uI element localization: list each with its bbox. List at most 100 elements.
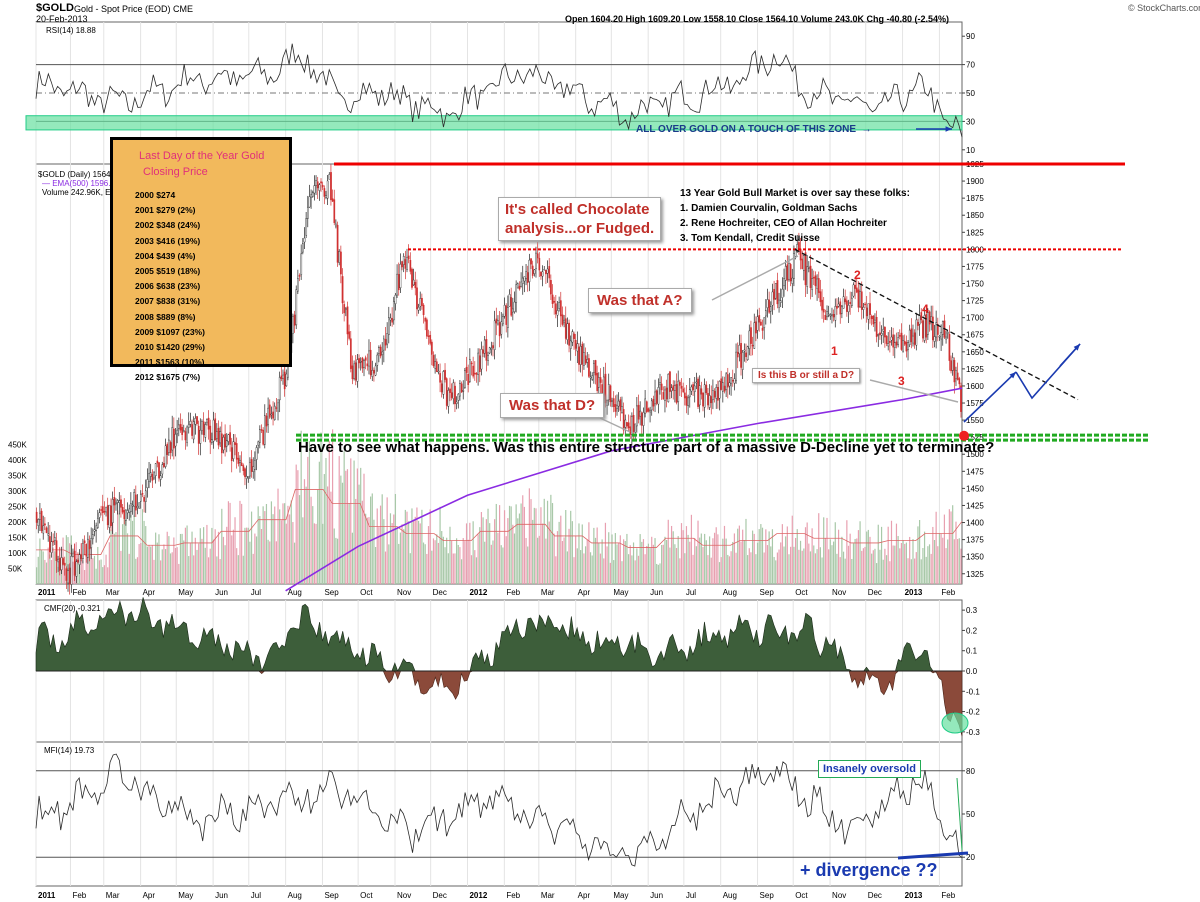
candle-body [239, 459, 241, 463]
candle-body [459, 383, 461, 397]
candle-body [467, 374, 470, 385]
volume-bar [465, 523, 468, 584]
candle-body [371, 370, 374, 377]
candle-body [566, 323, 569, 340]
candle-body [220, 433, 223, 454]
volume-bar [636, 548, 638, 584]
volume-bar [426, 553, 428, 584]
year-end-entry: 2012 $1675 (7%) [135, 372, 201, 383]
volume-bar [391, 523, 393, 584]
volume-bar [348, 503, 350, 584]
rsi-tick-label: 50 [966, 89, 975, 98]
candle-body [497, 320, 499, 325]
candle-body [960, 385, 962, 412]
candle-body [530, 258, 532, 265]
candle-body [149, 472, 152, 477]
volume-bar [267, 539, 269, 584]
volume-bar [601, 539, 603, 584]
price-tick-label: 1500 [966, 450, 984, 459]
candle-body [540, 271, 542, 277]
candle-body [915, 319, 918, 346]
candle-body [763, 317, 766, 329]
volume-bar [320, 432, 322, 584]
candle-body [120, 499, 122, 508]
candle-body [796, 244, 799, 252]
volume-bar [80, 543, 82, 584]
volume-bar [917, 526, 919, 584]
candle-body [396, 273, 398, 296]
volume-bar [755, 554, 757, 584]
volume-bar [254, 533, 256, 584]
candle-body [158, 462, 160, 479]
volume-bar [409, 553, 411, 584]
volume-bar [274, 506, 276, 584]
candle-body [569, 340, 572, 349]
candle-body [821, 299, 823, 311]
volume-bar [869, 536, 871, 584]
volume-bar [887, 526, 889, 584]
candle-body [685, 396, 688, 406]
candle-body [464, 370, 466, 388]
volume-bar [449, 526, 451, 584]
candle-body [148, 473, 150, 482]
volume-bar [100, 559, 102, 584]
x-tick-label: Jul [251, 588, 261, 597]
candle-body [832, 314, 835, 318]
volume-bar [475, 557, 478, 584]
volume-bar [386, 497, 388, 584]
volume-bar [155, 532, 157, 584]
x-tick-label: Jul [686, 588, 696, 597]
volume-bar [537, 537, 539, 584]
cmf-tick-label: -0.2 [966, 708, 980, 717]
candle-body [751, 344, 754, 347]
candle-body [252, 466, 255, 472]
volume-bar [556, 531, 559, 584]
candle-body [670, 387, 673, 392]
x-tick-label: Feb [72, 588, 86, 597]
cmf-tick-label: 0.3 [966, 606, 978, 615]
candle-body [368, 350, 370, 367]
cmf-tick-label: 0.0 [966, 667, 978, 676]
candle-body [397, 274, 400, 291]
volume-bar [952, 505, 954, 584]
candle-body [781, 288, 784, 298]
volume-tick-label: 350K [8, 472, 27, 481]
volume-bar [616, 544, 618, 584]
volume-bar [555, 556, 557, 584]
year-end-entry: 2009 $1097 (23%) [135, 326, 205, 337]
volume-bar [112, 515, 114, 584]
volume-bar [737, 528, 739, 584]
volume-bar [872, 550, 874, 584]
volume-bar [839, 557, 841, 584]
volume-bar [546, 500, 549, 584]
volume-bar [161, 549, 163, 584]
volume-bar [580, 550, 582, 584]
candle-body [579, 345, 582, 365]
volume-bar [173, 537, 175, 584]
candle-body [887, 343, 890, 347]
candle-body [664, 389, 666, 401]
volume-bar [244, 527, 246, 584]
volume-bar [670, 525, 673, 584]
candle-body [621, 406, 623, 413]
volume-bar [707, 555, 709, 584]
volume-bar [864, 546, 866, 584]
candle-body [884, 327, 886, 338]
candle-body [607, 383, 610, 401]
volume-bar [50, 559, 53, 584]
candle-body [447, 390, 450, 407]
candle-body [488, 347, 491, 354]
volume-bar [462, 538, 464, 584]
candle-body [68, 567, 71, 585]
volume-bar [406, 511, 408, 584]
cmf-tick-label: 0.2 [966, 626, 978, 635]
candle-body [414, 282, 417, 289]
volume-bar [801, 550, 803, 584]
candle-body [528, 259, 531, 282]
x-tick-label: Feb [941, 891, 955, 900]
volume-ema-line [36, 489, 963, 555]
volume-bar [350, 458, 352, 584]
volume-bar [563, 537, 565, 584]
volume-bar [133, 515, 135, 584]
